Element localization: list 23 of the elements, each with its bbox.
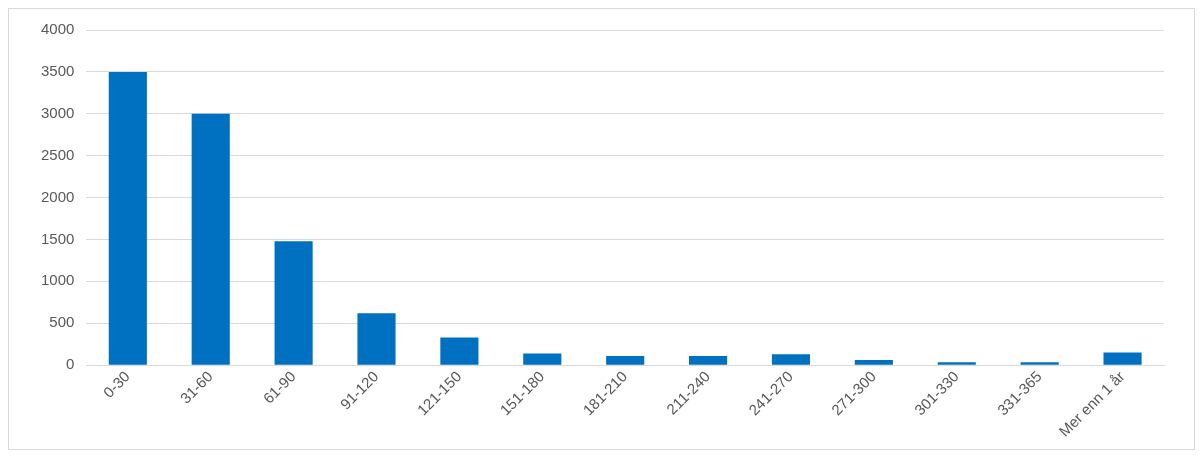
bar	[1020, 362, 1059, 365]
y-tick-label: 500	[49, 313, 75, 331]
bar	[689, 355, 728, 365]
bar	[108, 71, 147, 365]
bar	[357, 313, 396, 365]
y-tick-label: 2000	[40, 187, 75, 205]
y-tick-label: 2500	[40, 145, 75, 163]
bar	[191, 113, 230, 365]
y-tick-label: 0	[66, 355, 75, 373]
y-tick-label: 3500	[40, 62, 75, 80]
y-tick-label: 4000	[40, 20, 75, 38]
y-tick-label: 1500	[40, 229, 75, 247]
bar	[937, 362, 976, 365]
bar	[440, 337, 479, 365]
y-tick-label: 1000	[40, 271, 75, 289]
bar	[523, 353, 562, 365]
x-tick-label: Mer enn 1 år	[1055, 367, 1128, 440]
bar	[274, 241, 313, 365]
y-tick-label: 3000	[40, 103, 75, 121]
bar	[771, 354, 811, 365]
bar	[606, 355, 645, 365]
bar	[1103, 352, 1142, 365]
bar	[854, 360, 893, 365]
